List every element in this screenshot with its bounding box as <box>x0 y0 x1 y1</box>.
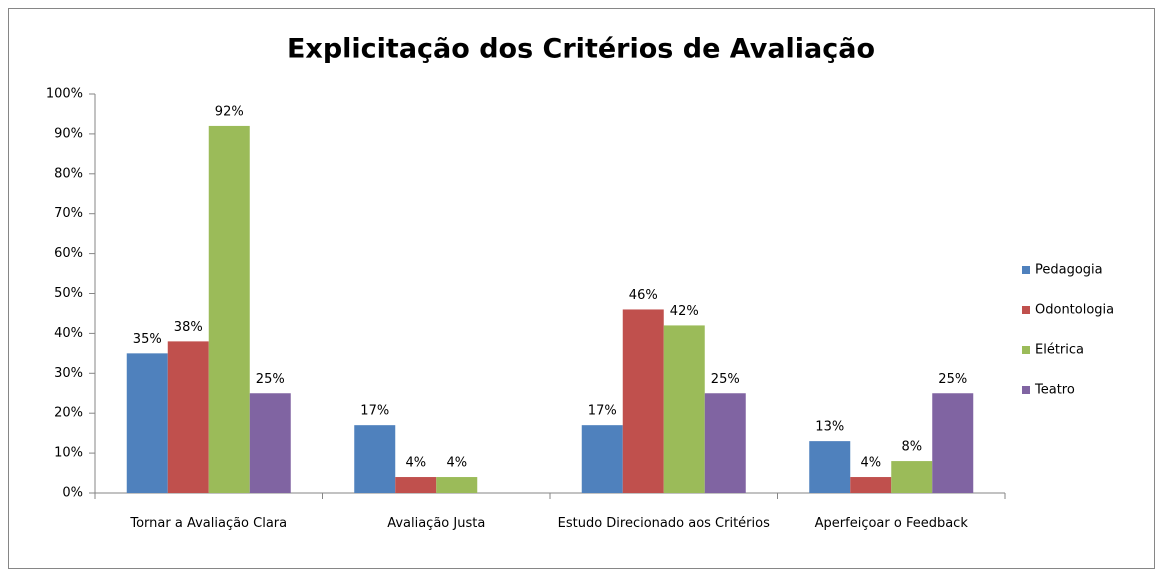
data-label: 17% <box>360 404 389 419</box>
data-label: 25% <box>256 372 285 387</box>
bar <box>891 461 933 493</box>
bar <box>354 425 396 493</box>
x-tick-label: Tornar a Avaliação Clara <box>130 516 288 531</box>
data-label: 25% <box>938 372 967 387</box>
y-tick-label: 80% <box>54 166 83 181</box>
x-tick-label: Avaliação Justa <box>387 516 486 531</box>
data-label: 4% <box>860 456 881 471</box>
bar <box>208 125 250 494</box>
data-label: 92% <box>215 104 244 119</box>
bar <box>932 393 974 493</box>
y-tick-label: 0% <box>62 486 83 501</box>
data-label: 4% <box>405 456 426 471</box>
data-label: 46% <box>629 288 658 303</box>
data-label: 35% <box>133 332 162 347</box>
legend-swatch <box>1022 346 1030 354</box>
bar <box>663 325 705 493</box>
bar <box>850 477 892 493</box>
data-label: 13% <box>815 420 844 435</box>
y-tick-label: 20% <box>54 406 83 421</box>
bar <box>809 441 851 493</box>
legend-label: Elétrica <box>1035 343 1084 358</box>
data-label: 17% <box>588 404 617 419</box>
bar <box>249 393 291 493</box>
legend-swatch <box>1022 386 1030 394</box>
legend-swatch <box>1022 266 1030 274</box>
y-tick-label: 60% <box>54 246 83 261</box>
x-tick-label: Estudo Direcionado aos Critérios <box>557 516 770 531</box>
data-label: 25% <box>711 372 740 387</box>
legend-label: Odontologia <box>1035 303 1114 318</box>
y-tick-label: 90% <box>54 126 83 141</box>
bar <box>126 353 168 493</box>
x-tick-label: Aperfeiçoar o Feedback <box>814 516 968 531</box>
bar <box>167 341 209 493</box>
legend-label: Pedagogia <box>1035 263 1103 278</box>
y-tick-label: 10% <box>54 446 83 461</box>
bar <box>622 309 664 493</box>
legend-swatch <box>1022 306 1030 314</box>
bar <box>581 425 623 493</box>
y-tick-label: 30% <box>54 366 83 381</box>
data-label: 38% <box>174 320 203 335</box>
bar <box>704 393 746 493</box>
legend-label: Teatro <box>1034 383 1075 398</box>
data-label: 42% <box>670 304 699 319</box>
data-label: 4% <box>446 456 467 471</box>
y-tick-label: 50% <box>54 286 83 301</box>
data-label: 8% <box>901 440 922 455</box>
bar <box>436 477 478 493</box>
bar <box>395 477 437 493</box>
y-tick-label: 70% <box>54 206 83 221</box>
y-tick-label: 100% <box>46 87 83 102</box>
y-tick-label: 40% <box>54 326 83 341</box>
chart-title: Explicitação dos Critérios de Avaliação <box>287 34 875 65</box>
